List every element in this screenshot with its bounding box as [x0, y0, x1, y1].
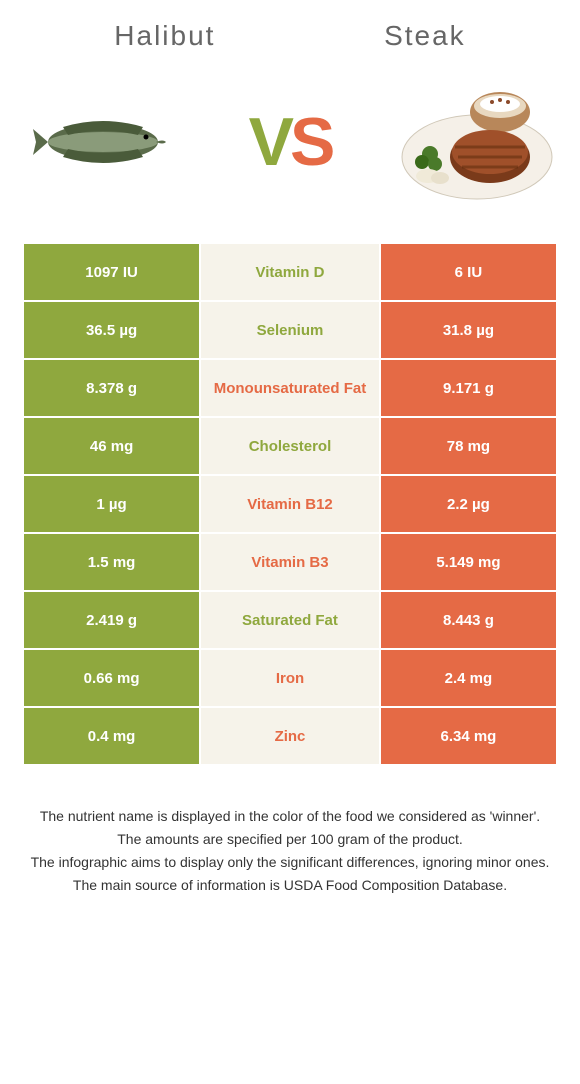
vs-v-letter: V	[249, 103, 290, 181]
steak-plate-icon	[400, 82, 555, 202]
left-value: 1097 IU	[23, 243, 200, 301]
left-value: 36.5 µg	[23, 301, 200, 359]
footnote-line: The nutrient name is displayed in the co…	[20, 806, 560, 827]
table-row: 36.5 µgSelenium31.8 µg	[23, 301, 557, 359]
right-value: 6 IU	[380, 243, 557, 301]
vs-s-letter: S	[290, 103, 331, 181]
right-value: 6.34 mg	[380, 707, 557, 765]
images-row: VS	[0, 62, 580, 242]
left-value: 2.419 g	[23, 591, 200, 649]
footnote-line: The infographic aims to display only the…	[20, 852, 560, 873]
comparison-table: 1097 IUVitamin D6 IU36.5 µgSelenium31.8 …	[22, 242, 558, 766]
table-row: 0.66 mgIron2.4 mg	[23, 649, 557, 707]
footnote-line: The amounts are specified per 100 gram o…	[20, 829, 560, 850]
left-value: 0.66 mg	[23, 649, 200, 707]
table-row: 1097 IUVitamin D6 IU	[23, 243, 557, 301]
steak-image	[400, 82, 555, 202]
nutrient-name: Vitamin B3	[200, 533, 380, 591]
right-value: 9.171 g	[380, 359, 557, 417]
right-value: 5.149 mg	[380, 533, 557, 591]
footnotes: The nutrient name is displayed in the co…	[20, 806, 560, 896]
left-value: 1.5 mg	[23, 533, 200, 591]
table-row: 46 mgCholesterol78 mg	[23, 417, 557, 475]
left-value: 46 mg	[23, 417, 200, 475]
table-body: 1097 IUVitamin D6 IU36.5 µgSelenium31.8 …	[23, 243, 557, 765]
table-row: 0.4 mgZinc6.34 mg	[23, 707, 557, 765]
left-value: 0.4 mg	[23, 707, 200, 765]
nutrient-name: Cholesterol	[200, 417, 380, 475]
nutrient-name: Zinc	[200, 707, 380, 765]
table-row: 2.419 gSaturated Fat8.443 g	[23, 591, 557, 649]
food-right-title: Steak	[384, 20, 466, 52]
right-value: 78 mg	[380, 417, 557, 475]
right-value: 31.8 µg	[380, 301, 557, 359]
nutrient-name: Monounsaturated Fat	[200, 359, 380, 417]
header-row: Halibut Steak	[0, 0, 580, 62]
table-row: 1.5 mgVitamin B35.149 mg	[23, 533, 557, 591]
right-value: 8.443 g	[380, 591, 557, 649]
nutrient-name: Vitamin D	[200, 243, 380, 301]
table-row: 8.378 gMonounsaturated Fat9.171 g	[23, 359, 557, 417]
nutrient-name: Vitamin B12	[200, 475, 380, 533]
left-value: 1 µg	[23, 475, 200, 533]
halibut-image	[25, 82, 180, 202]
nutrient-name: Selenium	[200, 301, 380, 359]
fish-icon	[28, 107, 178, 177]
nutrient-name: Saturated Fat	[200, 591, 380, 649]
right-value: 2.2 µg	[380, 475, 557, 533]
vs-badge: VS	[249, 103, 332, 181]
footnote-line: The main source of information is USDA F…	[20, 875, 560, 896]
nutrient-name: Iron	[200, 649, 380, 707]
right-value: 2.4 mg	[380, 649, 557, 707]
left-value: 8.378 g	[23, 359, 200, 417]
table-row: 1 µgVitamin B122.2 µg	[23, 475, 557, 533]
food-left-title: Halibut	[114, 20, 215, 52]
